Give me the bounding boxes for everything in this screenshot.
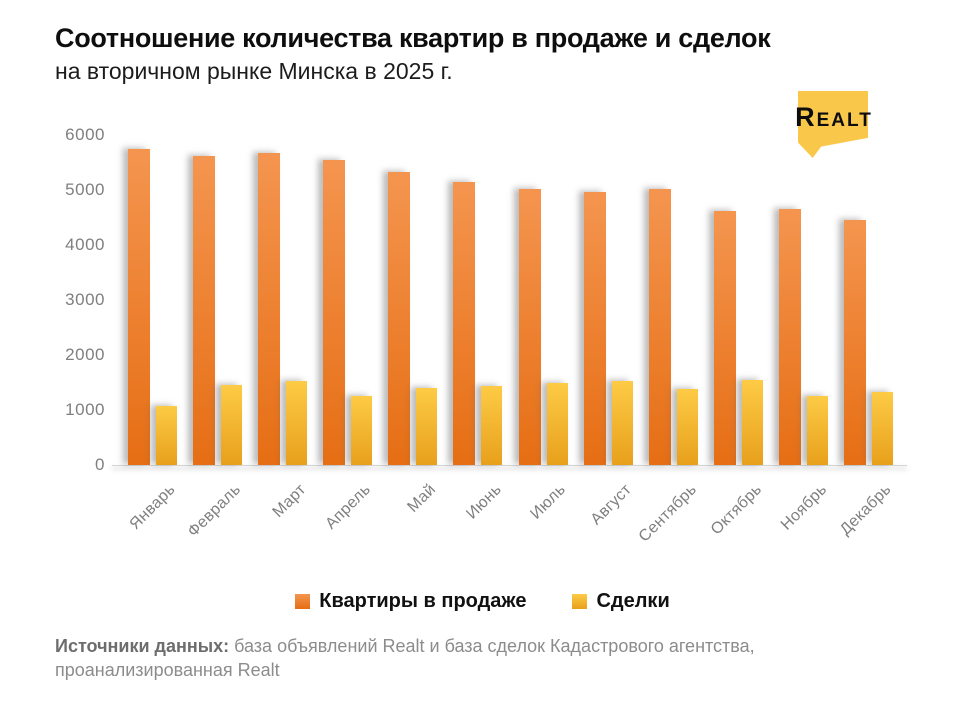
legend-item-deals: Сделки — [572, 590, 670, 613]
bar-deals-12 — [871, 391, 893, 465]
x-axis-label: Май — [404, 481, 440, 516]
x-axis-label: Декабрь — [837, 481, 895, 539]
realt-logo: Realt — [768, 86, 900, 164]
x-axis-line — [112, 465, 907, 466]
legend-label-deals: Сделки — [596, 590, 670, 612]
legend-item-sales: Квартиры в продаже — [295, 590, 526, 613]
x-axis-label: Ноябрь — [777, 481, 830, 534]
bar-chart-plot: Январь Февраль Март Апрель Май Июнь Июль Август… — [112, 135, 907, 545]
source-note: Источники данных: база объявлений Realt … — [55, 634, 885, 682]
bar-deals-7 — [546, 382, 568, 465]
bar-deals-5 — [416, 388, 438, 465]
x-axis-label: Апрель — [322, 481, 375, 533]
bar-deals-8 — [611, 380, 633, 465]
header: Соотношение количества квартир в продаже… — [55, 22, 915, 86]
bar-sales-12 — [843, 220, 866, 465]
bar-sales-4 — [323, 160, 346, 465]
x-axis-label: Октябрь — [707, 481, 765, 539]
bar-sales-8 — [583, 192, 606, 465]
x-axis-label: Август — [587, 481, 635, 529]
page-subtitle: на вторичном рынке Минска в 2025 г. — [55, 58, 453, 84]
bar-sales-6 — [453, 182, 476, 465]
bar-deals-9 — [676, 388, 698, 465]
bar-deals-6 — [481, 386, 503, 465]
y-axis-label: 4000 — [65, 234, 105, 254]
bar-deals-3 — [286, 381, 308, 465]
legend-swatch-deals-icon — [572, 594, 588, 609]
bar-sales-9 — [648, 189, 671, 465]
y-axis-label: 5000 — [65, 179, 105, 199]
x-axis-label: Июль — [527, 481, 570, 523]
bar-deals-2 — [221, 384, 243, 465]
page-title: Соотношение количества квартир в продаже… — [55, 23, 771, 53]
y-axis-label: 3000 — [65, 289, 105, 309]
source-note-text: база объявлений Realt и база сделок Када… — [55, 636, 755, 680]
bar-deals-11 — [806, 396, 828, 465]
bar-sales-7 — [518, 189, 541, 465]
logo-bubble-icon — [798, 91, 868, 158]
y-axis-label: 1000 — [65, 399, 105, 419]
legend-swatch-sales-icon — [295, 594, 311, 609]
bar-sales-3 — [258, 152, 281, 465]
bar-deals-1 — [156, 406, 177, 465]
x-axis-label: Сентябрь — [635, 481, 700, 546]
bar-sales-10 — [713, 211, 736, 465]
x-axis-label: Январь — [126, 481, 180, 534]
x-axis-label: Март — [269, 481, 310, 521]
y-axis-label: 0 — [95, 454, 105, 474]
bar-sales-11 — [778, 209, 801, 465]
y-axis-label: 6000 — [65, 124, 105, 144]
legend-label-sales: Квартиры в продаже — [319, 590, 527, 612]
bar-sales-5 — [388, 171, 411, 465]
bar-sales-1 — [128, 148, 150, 465]
bar-deals-4 — [351, 395, 373, 465]
x-axis-label: Февраль — [184, 481, 245, 541]
source-note-label: Источники данных: — [55, 636, 230, 656]
legend: Квартиры в продаже Сделки — [0, 590, 965, 613]
bar-sales-2 — [193, 155, 216, 465]
y-axis-label: 2000 — [65, 344, 105, 364]
bar-deals-10 — [741, 380, 763, 465]
x-axis-label: Июнь — [462, 481, 505, 523]
logo-text: Realt — [795, 102, 873, 132]
